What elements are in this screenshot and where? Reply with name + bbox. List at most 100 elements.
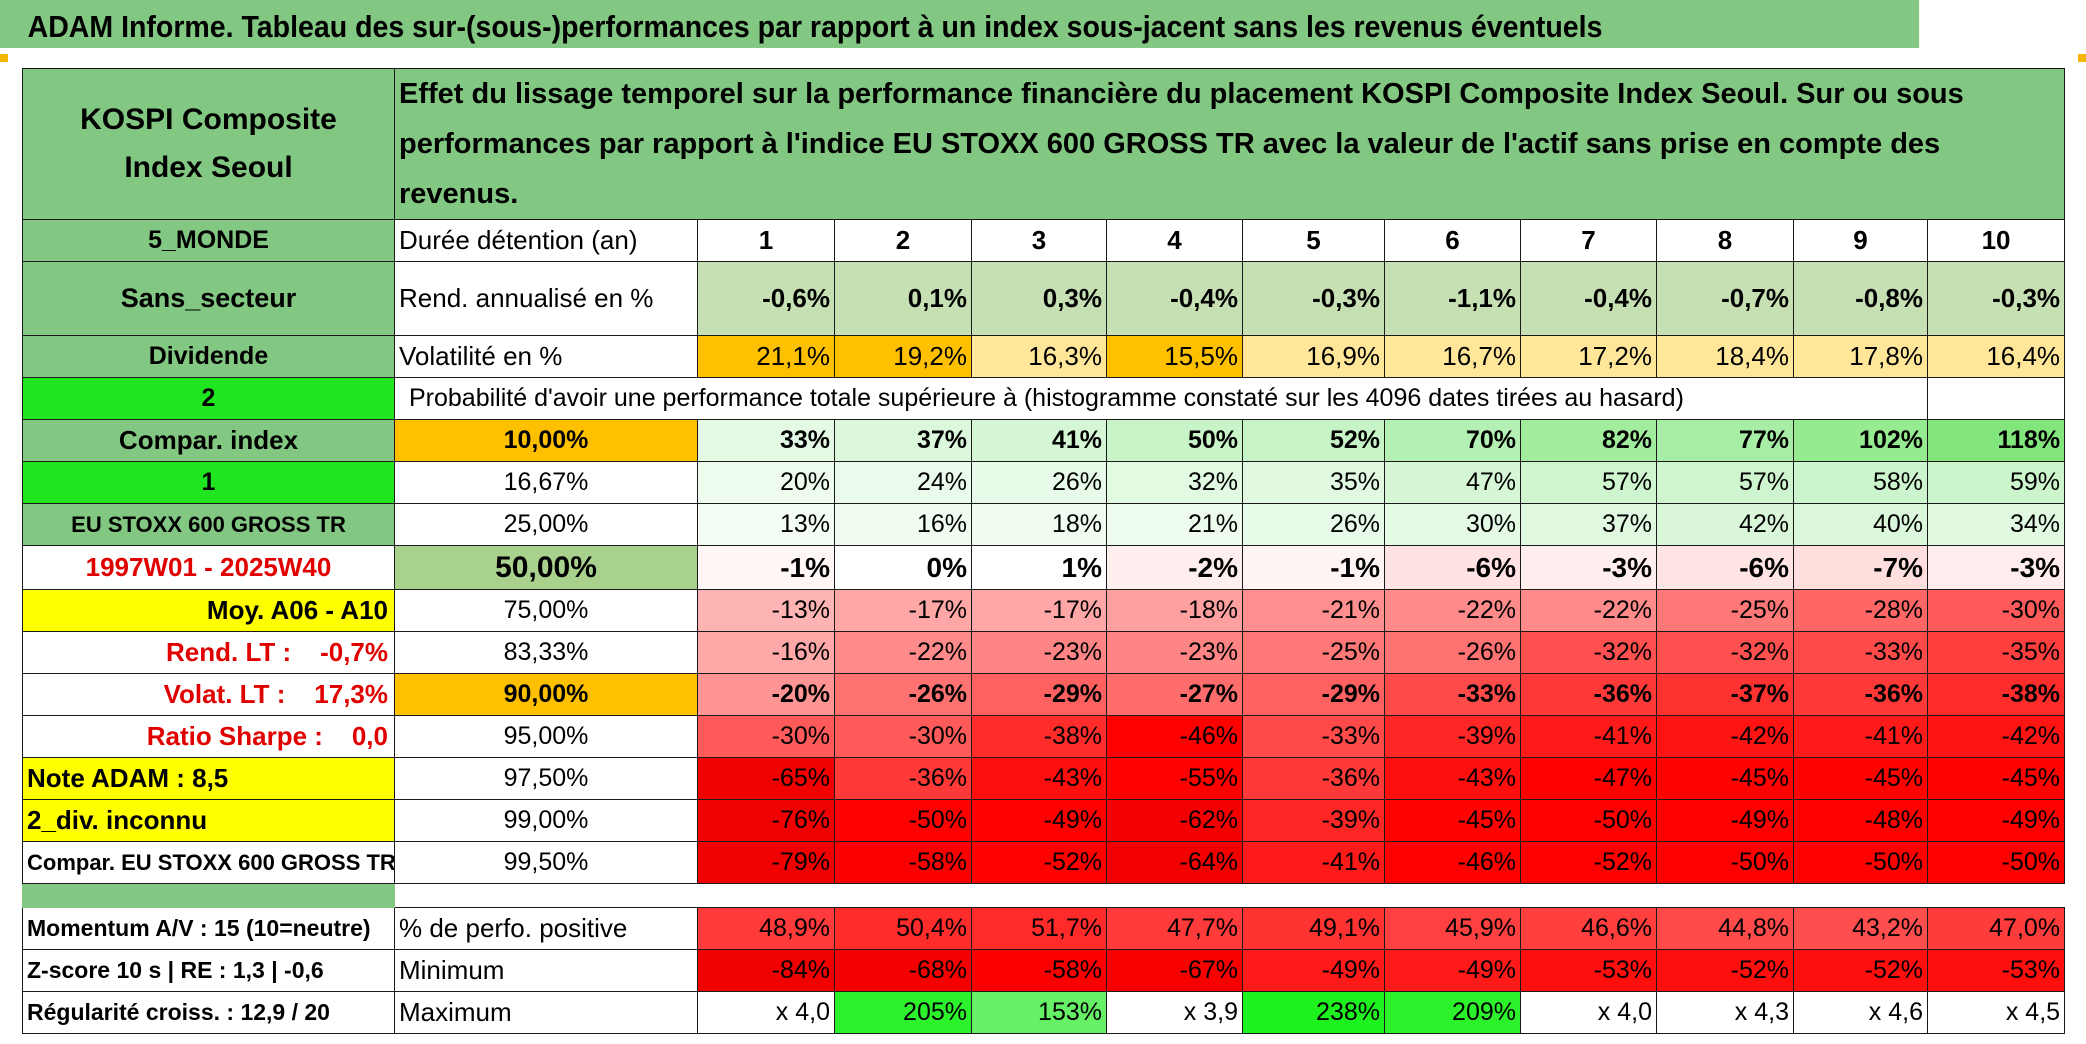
maximum-cell: x 4,5: [1926, 991, 2066, 1034]
minimum-cell: -53%: [1520, 949, 1657, 992]
probability-cell: -2%: [1106, 545, 1243, 590]
annual-return-cell: -0,3%: [1926, 261, 2066, 336]
probability-cell: -7%: [1793, 545, 1928, 590]
year-header: 8: [1656, 219, 1794, 262]
annual-return-cell: -0,4%: [1106, 261, 1243, 336]
region-label: 5_MONDE: [22, 219, 395, 262]
blank-cell: [1793, 377, 1928, 420]
probability-cell: -41%: [1793, 715, 1928, 758]
probability-cell: -36%: [1520, 673, 1657, 716]
probability-header: Probabilité d'avoir une performance tota…: [394, 377, 1794, 420]
probability-cell: -49%: [1656, 799, 1794, 842]
probability-cell: -50%: [834, 799, 972, 842]
probability-cell: 57%: [1656, 461, 1794, 504]
maximum-cell: 153%: [971, 991, 1107, 1034]
minimum-cell: -68%: [834, 949, 972, 992]
probability-cell: -42%: [1656, 715, 1794, 758]
left-label-momentum: Momentum A/V : 15 (10=neutre): [22, 907, 395, 950]
probability-cell: 70%: [1384, 419, 1521, 462]
spacer-cell: [22, 883, 395, 908]
probability-cell: 77%: [1656, 419, 1794, 462]
probability-cell: -45%: [1656, 757, 1794, 800]
probability-cell: -45%: [1793, 757, 1928, 800]
minimum-cell: -52%: [1793, 949, 1928, 992]
maximum-cell: 238%: [1242, 991, 1385, 1034]
positive-perf-cell: 47,7%: [1106, 907, 1243, 950]
probability-cell: -41%: [1520, 715, 1657, 758]
volatility-cell: 18,4%: [1656, 335, 1794, 378]
probability-cell: -42%: [1926, 715, 2066, 758]
asset-name: KOSPI Composite Index Seoul: [80, 103, 337, 184]
annual-return-cell: 0,1%: [834, 261, 972, 336]
threshold-cell: 95,00%: [394, 715, 698, 758]
left-label-zscore: Z-score 10 s | RE : 1,3 | -0,6: [22, 949, 395, 992]
positive-perf-cell: 43,2%: [1793, 907, 1928, 950]
probability-cell: 1%: [971, 545, 1107, 590]
positive-perf-cell: 44,8%: [1656, 907, 1794, 950]
probability-cell: 0%: [834, 545, 972, 590]
probability-cell: 18%: [971, 503, 1107, 546]
probability-cell: -58%: [834, 841, 972, 884]
probability-cell: -46%: [1384, 841, 1521, 884]
probability-cell: -35%: [1926, 631, 2066, 674]
annual-return-cell: -0,6%: [697, 261, 835, 336]
probability-cell: -30%: [834, 715, 972, 758]
min-label: Minimum: [394, 949, 698, 992]
maximum-cell: x 4,0: [1520, 991, 1657, 1034]
year-header: 5: [1242, 219, 1385, 262]
threshold-cell: 10,00%: [394, 419, 698, 462]
probability-cell: 16%: [834, 503, 972, 546]
probability-cell: 52%: [1242, 419, 1385, 462]
probability-cell: 41%: [971, 419, 1107, 462]
probability-cell: -16%: [697, 631, 835, 674]
left-label-compar-index: Compar. index: [22, 419, 395, 462]
probability-cell: -52%: [1520, 841, 1657, 884]
maximum-cell: x 4,0: [697, 991, 835, 1034]
probability-cell: 102%: [1793, 419, 1928, 462]
probability-cell: -22%: [1384, 589, 1521, 632]
probability-cell: -28%: [1793, 589, 1928, 632]
threshold-cell: 99,50%: [394, 841, 698, 884]
left-label-code-1: 1: [22, 461, 395, 504]
probability-cell: -32%: [1520, 631, 1657, 674]
left-label-div: 2_div. inconnu: [22, 799, 395, 842]
probability-cell: 50%: [1106, 419, 1243, 462]
volatility-cell: 16,4%: [1926, 335, 2066, 378]
probability-cell: -76%: [697, 799, 835, 842]
probability-cell: -1%: [697, 545, 835, 590]
probability-cell: -38%: [971, 715, 1107, 758]
performance-table: KOSPI Composite Index Seoul Effet du lis…: [22, 68, 2066, 1034]
probability-cell: -46%: [1106, 715, 1243, 758]
probability-cell: -26%: [834, 673, 972, 716]
description: Effet du lissage temporel sur la perform…: [399, 78, 1964, 210]
positive-perf-cell: 47,0%: [1926, 907, 2066, 950]
probability-cell: -62%: [1106, 799, 1243, 842]
probability-cell: -13%: [697, 589, 835, 632]
annual-return-cell: -1,1%: [1384, 261, 1521, 336]
duration-label: Durée détention (an): [394, 219, 698, 262]
rend-label: Rend. annualisé en %: [394, 261, 698, 336]
probability-cell: -33%: [1242, 715, 1385, 758]
left-label-note: Note ADAM : 8,5: [22, 757, 395, 800]
probability-cell: 59%: [1926, 461, 2066, 504]
maximum-cell: x 3,9: [1106, 991, 1243, 1034]
left-label-regularite: Régularité croiss. : 12,9 / 20: [22, 991, 395, 1034]
positive-perf-cell: 49,1%: [1242, 907, 1385, 950]
probability-cell: -50%: [1793, 841, 1928, 884]
probability-cell: -17%: [834, 589, 972, 632]
positive-perf-cell: 48,9%: [697, 907, 835, 950]
probability-cell: -25%: [1242, 631, 1385, 674]
positive-perf-cell: 46,6%: [1520, 907, 1657, 950]
corner-marker: [0, 54, 8, 62]
probability-cell: -38%: [1926, 673, 2066, 716]
probability-cell: -50%: [1656, 841, 1794, 884]
probability-cell: -20%: [697, 673, 835, 716]
probability-cell: -52%: [971, 841, 1107, 884]
year-header: 7: [1520, 219, 1657, 262]
sector-label: Sans_secteur: [22, 261, 395, 336]
probability-cell: 82%: [1520, 419, 1657, 462]
probability-cell: 118%: [1926, 419, 2066, 462]
probability-cell: -79%: [697, 841, 835, 884]
year-header: 3: [971, 219, 1107, 262]
probability-cell: -65%: [697, 757, 835, 800]
